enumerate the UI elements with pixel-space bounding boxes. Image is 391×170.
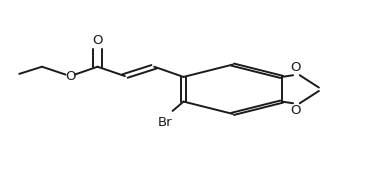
Text: Br: Br (158, 116, 173, 129)
Text: O: O (65, 70, 75, 83)
Text: O: O (92, 34, 103, 47)
Text: O: O (290, 61, 300, 74)
Text: O: O (290, 104, 300, 117)
